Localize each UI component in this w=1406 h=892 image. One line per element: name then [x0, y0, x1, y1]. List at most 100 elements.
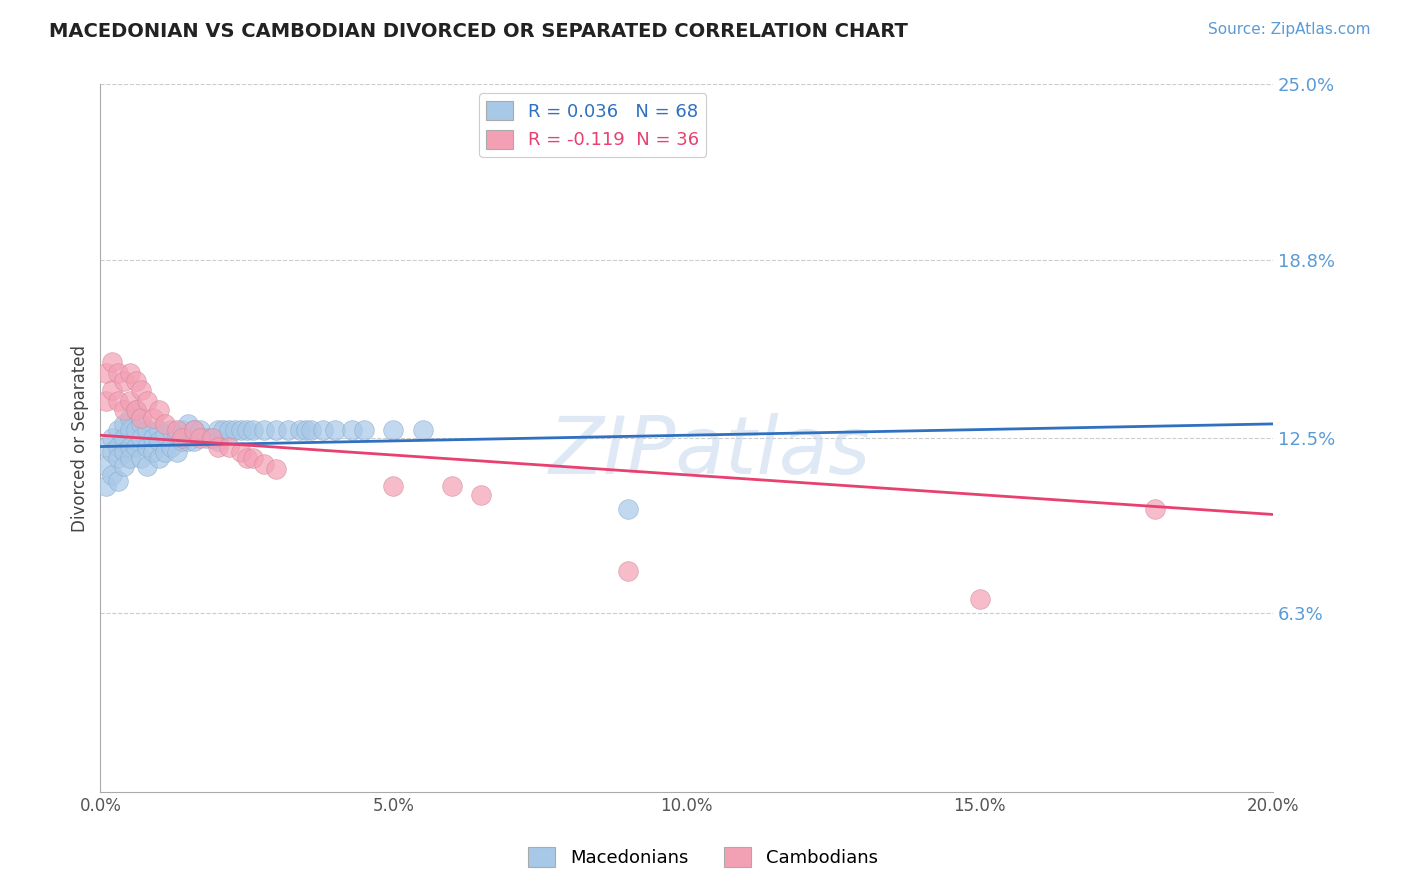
Point — [136, 459, 159, 474]
Point — [118, 450, 141, 465]
Point — [236, 423, 259, 437]
Point — [101, 383, 124, 397]
Point — [136, 440, 159, 454]
Point — [969, 592, 991, 607]
Point — [172, 423, 194, 437]
Point — [118, 423, 141, 437]
Point — [242, 423, 264, 437]
Point — [412, 423, 434, 437]
Point — [194, 431, 217, 445]
Point — [166, 428, 188, 442]
Point — [124, 423, 146, 437]
Point — [1144, 501, 1167, 516]
Point — [294, 423, 316, 437]
Point — [617, 564, 640, 578]
Point — [188, 423, 211, 437]
Point — [101, 431, 124, 445]
Point — [107, 474, 129, 488]
Point — [131, 431, 153, 445]
Point — [177, 417, 200, 431]
Point — [124, 402, 146, 417]
Point — [224, 423, 246, 437]
Point — [112, 375, 135, 389]
Point — [101, 354, 124, 368]
Point — [96, 394, 118, 409]
Point — [124, 375, 146, 389]
Point — [172, 431, 194, 445]
Point — [212, 423, 235, 437]
Point — [148, 450, 170, 465]
Point — [323, 423, 346, 437]
Point — [218, 440, 240, 454]
Point — [112, 459, 135, 474]
Point — [118, 366, 141, 380]
Point — [112, 417, 135, 431]
Point — [159, 440, 181, 454]
Point — [96, 479, 118, 493]
Point — [201, 431, 224, 445]
Point — [153, 417, 176, 431]
Point — [166, 423, 188, 437]
Point — [107, 450, 129, 465]
Point — [342, 423, 364, 437]
Point — [312, 423, 335, 437]
Text: ZIPatlas: ZIPatlas — [548, 413, 870, 491]
Point — [148, 434, 170, 448]
Point — [107, 366, 129, 380]
Point — [166, 445, 188, 459]
Point — [207, 440, 229, 454]
Point — [136, 394, 159, 409]
Point — [118, 411, 141, 425]
Text: MACEDONIAN VS CAMBODIAN DIVORCED OR SEPARATED CORRELATION CHART: MACEDONIAN VS CAMBODIAN DIVORCED OR SEPA… — [49, 22, 908, 41]
Legend: Macedonians, Cambodians: Macedonians, Cambodians — [522, 839, 884, 874]
Point — [118, 394, 141, 409]
Point — [264, 462, 287, 476]
Point — [299, 423, 322, 437]
Point — [118, 440, 141, 454]
Point — [148, 402, 170, 417]
Point — [441, 479, 464, 493]
Point — [107, 423, 129, 437]
Point — [188, 431, 211, 445]
Point — [183, 423, 205, 437]
Point — [382, 479, 405, 493]
Point — [112, 431, 135, 445]
Point — [107, 440, 129, 454]
Y-axis label: Divorced or Separated: Divorced or Separated — [72, 344, 89, 532]
Point — [101, 467, 124, 482]
Point — [96, 440, 118, 454]
Point — [207, 423, 229, 437]
Point — [172, 434, 194, 448]
Point — [124, 402, 146, 417]
Point — [153, 428, 176, 442]
Point — [131, 411, 153, 425]
Point — [101, 445, 124, 459]
Point — [131, 417, 153, 431]
Point — [229, 445, 252, 459]
Point — [353, 423, 375, 437]
Point — [177, 434, 200, 448]
Point — [159, 423, 181, 437]
Text: Source: ZipAtlas.com: Source: ZipAtlas.com — [1208, 22, 1371, 37]
Point — [136, 423, 159, 437]
Point — [112, 402, 135, 417]
Point — [277, 423, 299, 437]
Point — [288, 423, 311, 437]
Point — [96, 366, 118, 380]
Point — [142, 411, 165, 425]
Point — [229, 423, 252, 437]
Point — [183, 434, 205, 448]
Point — [236, 450, 259, 465]
Point — [264, 423, 287, 437]
Point — [142, 431, 165, 445]
Point — [218, 423, 240, 437]
Point — [617, 501, 640, 516]
Point — [183, 423, 205, 437]
Point — [382, 423, 405, 437]
Point — [253, 423, 276, 437]
Point — [242, 450, 264, 465]
Point — [142, 445, 165, 459]
Point — [207, 434, 229, 448]
Point — [131, 383, 153, 397]
Point — [112, 445, 135, 459]
